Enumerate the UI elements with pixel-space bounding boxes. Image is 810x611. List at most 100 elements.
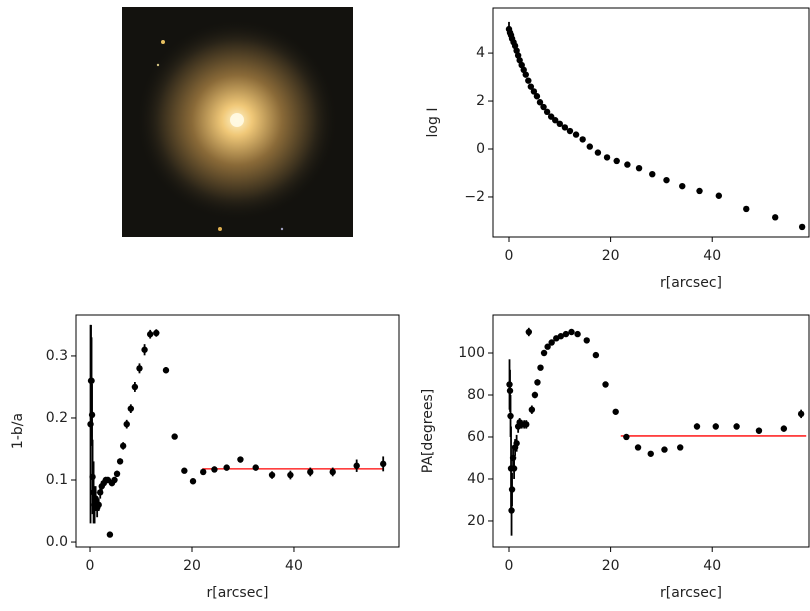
point <box>602 381 609 388</box>
y-tick-label: 0.0 <box>46 534 68 550</box>
point <box>649 170 656 178</box>
point <box>513 440 520 447</box>
point <box>540 349 548 357</box>
point <box>534 379 541 386</box>
x-tick-label: 20 <box>602 558 620 574</box>
point <box>797 410 805 418</box>
point <box>518 61 525 69</box>
x-axis-label: r[arcsec] <box>660 585 722 601</box>
point <box>583 337 590 344</box>
point <box>189 478 197 485</box>
point <box>592 351 600 359</box>
point <box>106 531 114 538</box>
axes-frame <box>492 7 810 238</box>
point <box>603 154 611 161</box>
galaxy-image <box>122 7 353 237</box>
point <box>755 427 763 434</box>
point <box>624 161 631 168</box>
point <box>507 412 514 420</box>
point <box>543 108 551 116</box>
point <box>572 131 580 138</box>
point <box>557 333 565 340</box>
y-axis-label: PA[degrees] <box>420 389 436 473</box>
point <box>171 433 178 440</box>
y-tick-label: 4 <box>476 45 485 61</box>
point <box>772 214 779 221</box>
point <box>268 471 276 479</box>
y-axis-label: log I <box>425 108 441 138</box>
point <box>712 423 719 430</box>
point <box>136 365 143 372</box>
point <box>506 387 514 394</box>
point <box>568 328 575 336</box>
point <box>544 343 551 350</box>
point <box>537 364 544 371</box>
y-tick-label: 40 <box>467 471 485 487</box>
point <box>516 57 523 64</box>
point <box>116 458 124 465</box>
point <box>574 330 581 338</box>
point <box>715 192 723 199</box>
y-tick-label: 2 <box>476 93 485 109</box>
y-tick-label: 0.2 <box>46 410 68 426</box>
point <box>661 446 668 453</box>
point <box>181 467 188 474</box>
point <box>95 501 102 509</box>
point <box>307 468 314 476</box>
point <box>635 164 643 172</box>
y-tick-label: −2 <box>464 189 485 205</box>
point <box>566 127 574 135</box>
point <box>508 486 516 493</box>
point <box>237 456 244 463</box>
point <box>679 182 686 190</box>
point <box>798 223 806 231</box>
panel: 0 20 40 0.0 0.1 0.2 0.3 r[arcsec] 1-b/a <box>10 314 400 601</box>
point <box>562 330 570 338</box>
panel: 0 20 40 −2 0 2 4 r[arcsec] log I <box>425 7 810 291</box>
y-tick-label: 100 <box>458 345 485 361</box>
point <box>223 464 230 471</box>
point <box>780 425 788 432</box>
point <box>523 421 530 428</box>
point <box>634 444 642 451</box>
point <box>693 423 701 430</box>
point <box>586 143 593 150</box>
point <box>353 462 360 469</box>
point <box>540 103 547 111</box>
point <box>527 83 535 90</box>
y-tick-label: 60 <box>467 429 485 445</box>
point <box>146 331 154 338</box>
point <box>623 433 630 441</box>
point <box>329 468 336 476</box>
point <box>127 405 135 412</box>
point <box>528 406 536 413</box>
point <box>89 473 96 481</box>
point <box>613 157 620 165</box>
point <box>252 464 259 471</box>
point <box>211 466 218 473</box>
point <box>552 117 559 124</box>
point <box>88 411 96 419</box>
point <box>579 136 586 143</box>
x-tick-label: 0 <box>505 248 514 264</box>
point <box>696 187 703 195</box>
point <box>733 423 740 430</box>
point <box>525 77 532 84</box>
point <box>530 88 538 95</box>
y-tick-label: 0.1 <box>46 472 68 488</box>
x-axis-label: r[arcsec] <box>660 275 722 291</box>
point <box>520 66 527 74</box>
point <box>88 377 95 384</box>
point <box>522 71 529 78</box>
panel: 0 20 40 20 40 60 80 100 r[arcsec] PA[degrees] <box>420 314 810 601</box>
point <box>612 408 619 415</box>
x-tick-label: 40 <box>703 248 721 264</box>
point <box>119 442 127 450</box>
y-tick-label: 0.3 <box>46 348 68 364</box>
point <box>548 339 555 346</box>
point <box>510 465 518 472</box>
point <box>200 468 207 476</box>
point <box>141 346 148 353</box>
